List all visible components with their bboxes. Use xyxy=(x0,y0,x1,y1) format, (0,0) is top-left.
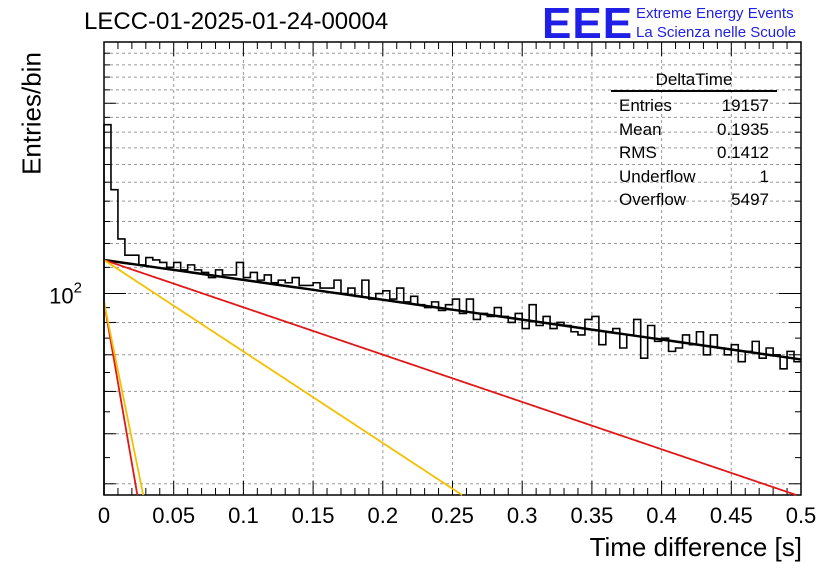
x-tick-label: 0.05 xyxy=(152,503,195,528)
stats-value: 19157 xyxy=(721,96,769,115)
fit-curves xyxy=(103,258,802,496)
stats-row-overflow: Overflow 5497 xyxy=(611,188,777,212)
stats-box: DeltaTime Entries 19157 Mean 0.1935 RMS … xyxy=(611,70,777,212)
x-tick-label: 0.5 xyxy=(786,503,817,528)
x-tick-label: 0.45 xyxy=(710,503,753,528)
stats-row-entries: Entries 19157 xyxy=(611,94,777,118)
stats-value: 0.1412 xyxy=(717,143,769,162)
x-tick-label: 0.25 xyxy=(431,503,474,528)
x-tick-label: 0.3 xyxy=(507,503,538,528)
fit-curve xyxy=(103,259,463,496)
stats-value: 5497 xyxy=(731,190,769,209)
stats-value: 1 xyxy=(759,166,769,186)
stats-row-rms: RMS 0.1412 xyxy=(611,141,777,165)
y-axis-label: Entries/bin xyxy=(16,52,47,175)
x-tick-label: 0 xyxy=(98,503,110,528)
histogram-steps xyxy=(103,123,801,495)
logo-line-1: Extreme Energy Events xyxy=(636,5,794,22)
x-tick-label: 0.35 xyxy=(570,503,613,528)
y-tick-labels: 102 xyxy=(49,280,82,309)
stats-row-mean: Mean 0.1935 xyxy=(611,118,777,142)
fit-curve xyxy=(103,258,802,361)
eee-logo: EEE xyxy=(542,0,634,48)
stats-value: 0.1935 xyxy=(717,119,769,139)
x-tick-label: 0.2 xyxy=(368,503,399,528)
stats-label: Overflow xyxy=(619,190,687,209)
x-tick-labels: 0 0.05 0.1 0.15 0.2 0.25 0.3 0.35 0.4 0.45 0.5 xyxy=(98,503,816,528)
stats-label: Underflow xyxy=(619,166,696,186)
eee-logo-text: Extreme Energy Events La Scienza nelle S… xyxy=(636,4,796,42)
x-tick-label: 0.15 xyxy=(292,503,335,528)
x-tick-label: 0.4 xyxy=(646,503,677,528)
y-tick-base: 10 xyxy=(49,284,73,309)
grid-lines xyxy=(104,42,801,495)
y-tick-exponent: 2 xyxy=(74,280,82,297)
histogram-series xyxy=(103,123,801,495)
fit-curve xyxy=(103,301,145,496)
stats-label: Entries xyxy=(619,96,672,115)
stats-box-title: DeltaTime xyxy=(611,70,777,92)
y-tick-label: 102 xyxy=(49,280,82,309)
logo-line-2: La Scienza nelle Scuole xyxy=(636,24,797,41)
stats-label: RMS xyxy=(619,143,657,162)
fit-curve xyxy=(103,301,139,496)
axis-ticks xyxy=(103,42,802,495)
x-axis-label: Time difference [s] xyxy=(589,532,802,562)
plot-title: LECC-01-2025-01-24-00004 xyxy=(84,8,389,35)
x-tick-label: 0.1 xyxy=(228,503,259,528)
fit-curve xyxy=(103,259,797,496)
stats-row-underflow: Underflow 1 xyxy=(611,165,777,189)
stats-label: Mean xyxy=(619,119,662,139)
